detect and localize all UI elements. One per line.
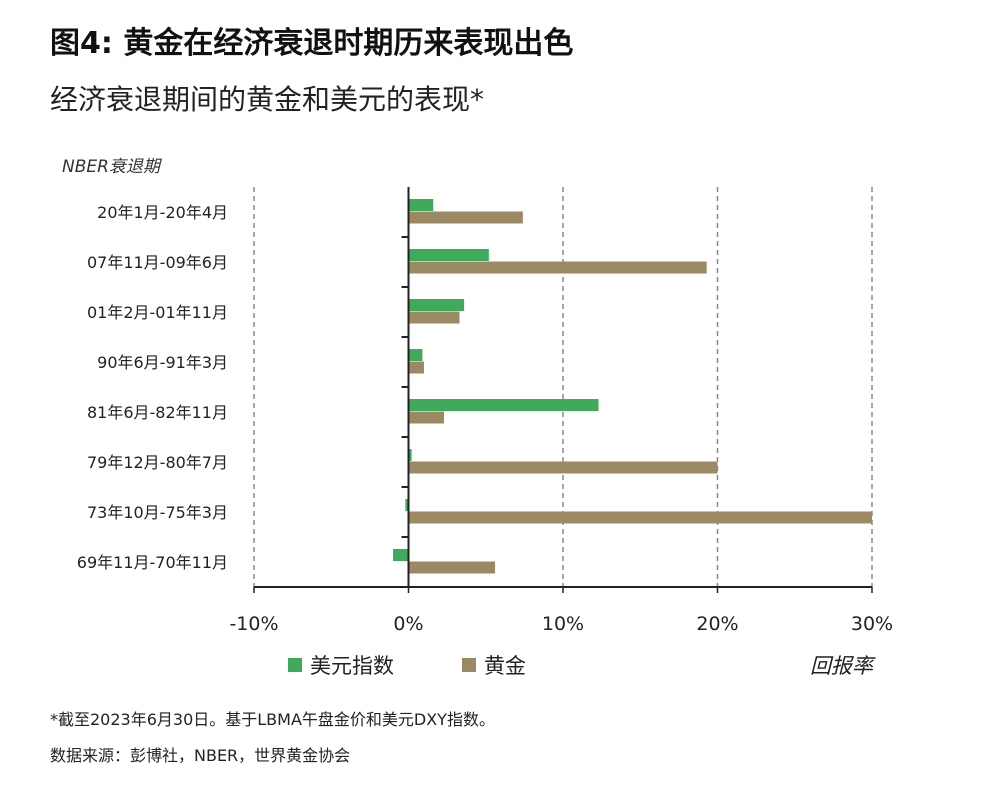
legend-item-usd: 美元指数 (288, 650, 394, 680)
bar-usd (405, 499, 409, 511)
bar-usd (408, 399, 599, 411)
category-label: 81年6月-82年11月 (87, 403, 228, 422)
bar-gold (408, 411, 445, 424)
legend-label-usd: 美元指数 (310, 654, 394, 678)
bar-gold (408, 561, 496, 574)
x-tick-label: 10% (542, 613, 584, 635)
source-note: 数据来源：彭博社，NBER，世界黄金协会 (50, 746, 351, 765)
category-label: 73年10月-75年3月 (87, 503, 228, 522)
bar-gold (408, 511, 872, 524)
bar-usd (408, 249, 489, 261)
category-label: 90年6月-91年3月 (97, 353, 228, 372)
legend-item-gold: 黄金 (462, 650, 526, 680)
y-axis-label: NBER衰退期 (62, 157, 160, 177)
category-label: 01年2月-01年11月 (87, 303, 228, 322)
category-label: 69年11月-70年11月 (77, 553, 228, 572)
x-axis-label: 回报率 (810, 654, 873, 678)
footnote: *截至2023年6月30日。基于LBMA午盘金价和美元DXY指数。 (50, 710, 495, 729)
bar-gold (408, 361, 424, 374)
bar-usd (408, 299, 465, 311)
bar-gold (408, 261, 707, 274)
bar-gold (408, 211, 523, 224)
bar-usd (408, 349, 423, 361)
x-tick-label: 0% (393, 613, 423, 635)
legend-swatch-usd (288, 658, 302, 672)
bar-usd (393, 549, 409, 561)
bar-usd (408, 199, 434, 211)
chart-title: 图4: 黄金在经济衰退时期历来表现出色 (50, 26, 574, 61)
bar-usd (408, 449, 412, 461)
x-tick-label: 30% (851, 613, 893, 635)
category-label: 07年11月-09年6月 (87, 253, 228, 272)
legend-swatch-gold (462, 658, 476, 672)
legend-label-gold: 黄金 (484, 654, 526, 678)
bar-gold (408, 311, 460, 324)
chart-subtitle: 经济衰退期间的黄金和美元的表现* (50, 83, 485, 116)
bar-gold (408, 461, 718, 474)
category-label: 20年1月-20年4月 (97, 203, 228, 222)
category-label: 79年12月-80年7月 (87, 453, 228, 472)
x-tick-label: -10% (229, 613, 278, 635)
x-tick-label: 20% (696, 613, 738, 635)
